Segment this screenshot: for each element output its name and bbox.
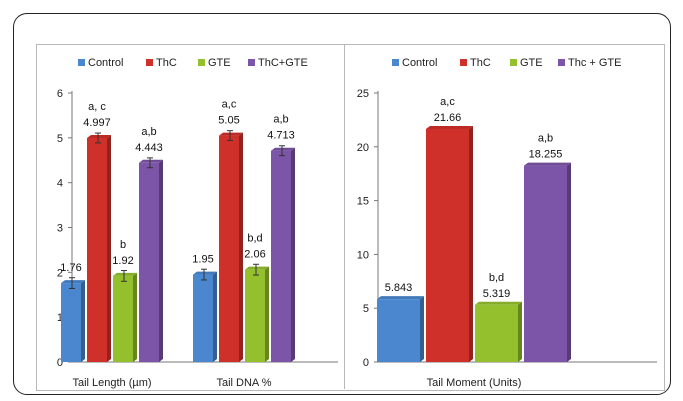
y-tick-label-0-2: 2 [57,267,63,279]
bar-top-0-1-0 [193,271,217,275]
data-label-0-1-3: 4.713 [267,130,295,142]
bar-side-1-0-2 [518,301,522,362]
bar-1-0-3 [524,165,567,362]
bar-top-0-1-2 [245,266,269,270]
bar-side-1-0-0 [420,296,424,362]
y-tick-label-0-6: 6 [57,88,63,100]
data-label-0-0-1: 4.997 [83,117,111,129]
y-tick-label-0-3: 3 [57,223,63,235]
bar-top-1-0-0 [377,296,424,300]
legend-label-1-2: GTE [520,57,543,69]
y-tick-label-0-4: 4 [57,178,63,190]
bar-side-0-0-3 [159,159,163,362]
bar-0-1-1 [219,135,239,362]
bar-top-0-1-1 [219,132,243,136]
bar-side-0-1-3 [291,147,295,362]
legend-label-0-3: ThC+GTE [258,57,308,69]
bar-0-0-2 [113,275,133,362]
legend-label-0-0: Control [88,57,123,69]
significance-label-0-1-3: a,b [273,114,288,126]
y-tick-label-1-1: 5 [363,303,369,315]
bar-side-1-0-1 [469,125,473,362]
data-label-1-0-3: 18.255 [529,149,563,161]
y-tick-label-1-4: 20 [357,142,369,154]
bar-top-0-0-2 [113,272,137,276]
data-label-0-0-2: 1.92 [112,255,133,267]
significance-label-1-0-3: a,b [538,133,553,145]
significance-label-0-0-2: b [120,239,126,251]
bar-top-0-0-0 [61,280,85,284]
legend-swatch-0-1 [146,59,153,66]
significance-label-0-1-2: b,d [247,233,262,245]
category-label-0-0: Tail Length (µm) [72,377,151,389]
legend-label-1-0: Control [402,57,437,69]
bar-0-0-0 [61,283,81,362]
legend-swatch-1-1 [460,59,467,66]
bar-top-0-0-3 [139,159,163,163]
significance-label-0-0-3: a,b [141,126,156,138]
data-label-0-0-0: 1.76 [60,262,81,274]
y-tick-label-1-0: 0 [363,357,369,369]
data-label-1-0-0: 5.843 [385,282,413,294]
bar-side-0-0-1 [107,134,111,362]
legend-label-0-2: GTE [208,57,231,69]
bar-top-0-1-3 [271,147,295,151]
legend-label-0-1: ThC [156,57,177,69]
panel-divider [344,44,345,389]
data-label-0-1-1: 5.05 [218,115,239,127]
y-tick-label-0-5: 5 [57,133,63,145]
data-label-0-1-0: 1.95 [192,254,213,266]
y-tick-label-1-5: 25 [357,88,369,100]
bar-top-0-0-1 [87,134,111,138]
y-tick-label-0-1: 1 [57,312,63,324]
legend-swatch-0-2 [198,59,205,66]
bar-1-0-1 [426,128,469,362]
y-tick-label-0-0: 0 [57,357,63,369]
data-label-1-0-2: 5.319 [483,288,511,300]
bar-0-1-3 [271,150,291,362]
y-tick-label-1-3: 15 [357,196,369,208]
significance-label-0-0-1: a, c [88,101,106,113]
legend-swatch-1-3 [558,59,565,66]
y-tick-label-1-2: 10 [357,249,369,261]
significance-label-0-1-1: a,c [222,99,237,111]
significance-label-1-0-2: b,d [489,272,504,284]
bar-top-1-0-2 [475,301,522,305]
bar-1-0-2 [475,304,518,362]
bar-side-0-1-0 [213,271,217,362]
data-label-0-1-2: 2.06 [244,249,265,261]
bar-side-0-0-0 [81,280,85,362]
category-label-0-1: Tail DNA % [216,377,271,389]
bar-side-0-1-2 [265,266,269,362]
legend-swatch-1-2 [510,59,517,66]
bar-1-0-0 [377,299,420,362]
bar-side-0-0-2 [133,272,137,362]
legend-swatch-1-0 [392,59,399,66]
bar-0-0-1 [87,137,107,362]
legend-label-1-3: Thc + GTE [568,57,622,69]
significance-label-1-0-1: a,c [440,96,455,108]
bar-0-0-3 [139,162,159,362]
bar-top-1-0-1 [426,125,473,129]
bar-side-1-0-3 [567,162,571,362]
data-label-0-0-3: 4.443 [135,142,163,154]
bar-top-1-0-3 [524,162,571,166]
data-label-1-0-1: 21.66 [434,112,462,124]
legend-label-1-1: ThC [470,57,491,69]
category-label-1-0: Tail Moment (Units) [427,377,522,389]
bar-0-1-0 [193,274,213,362]
legend-swatch-0-0 [78,59,85,66]
bar-0-1-2 [245,269,265,362]
bar-side-0-1-1 [239,132,243,362]
legend-swatch-0-3 [248,59,255,66]
